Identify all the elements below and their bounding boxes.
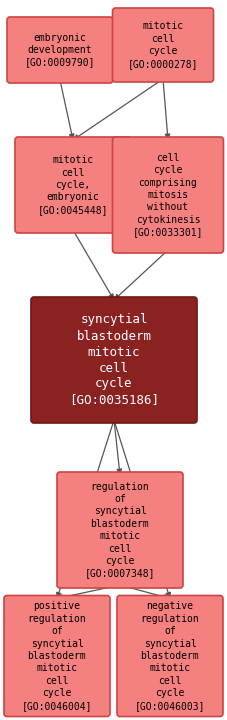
FancyBboxPatch shape: [4, 595, 109, 716]
Text: mitotic
cell
cycle
[GO:0000278]: mitotic cell cycle [GO:0000278]: [127, 22, 197, 68]
Text: positive
regulation
of
syncytial
blastoderm
mitotic
cell
cycle
[GO:0046004]: positive regulation of syncytial blastod…: [22, 601, 92, 711]
FancyBboxPatch shape: [15, 137, 131, 233]
FancyBboxPatch shape: [112, 137, 222, 253]
Text: mitotic
cell
cycle,
embryonic
[GO:0045448]: mitotic cell cycle, embryonic [GO:004544…: [38, 156, 108, 215]
Text: syncytial
blastoderm
mitotic
cell
cycle
[GO:0035186]: syncytial blastoderm mitotic cell cycle …: [69, 313, 158, 407]
FancyBboxPatch shape: [112, 8, 212, 82]
FancyBboxPatch shape: [57, 472, 182, 588]
Text: regulation
of
syncytial
blastoderm
mitotic
cell
cycle
[GO:0007348]: regulation of syncytial blastoderm mitot…: [84, 482, 155, 578]
FancyBboxPatch shape: [31, 297, 196, 423]
Text: embryonic
development
[GO:0009790]: embryonic development [GO:0009790]: [25, 32, 95, 68]
FancyBboxPatch shape: [116, 595, 222, 716]
Text: negative
regulation
of
syncytial
blastoderm
mitotic
cell
cycle
[GO:0046003]: negative regulation of syncytial blastod…: [134, 601, 204, 711]
Text: cell
cycle
comprising
mitosis
without
cytokinesis
[GO:0033301]: cell cycle comprising mitosis without cy…: [132, 153, 202, 237]
FancyBboxPatch shape: [7, 17, 113, 83]
